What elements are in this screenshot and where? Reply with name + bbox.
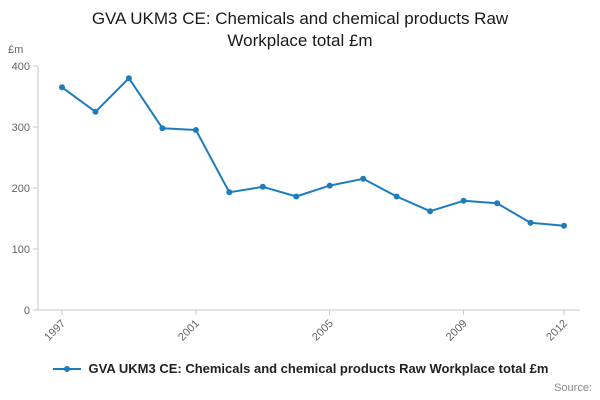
data-point [460, 197, 467, 204]
data-line [61, 77, 565, 227]
x-axis-ticks: 1997 2001 2005 2009 2012 [42, 310, 570, 343]
data-point [561, 222, 567, 229]
data-point [259, 183, 266, 190]
y-tick-label: 400 [12, 61, 30, 73]
axes [37, 66, 580, 311]
data-point [527, 219, 534, 226]
y-tick-label: 300 [12, 122, 30, 134]
data-points [59, 75, 567, 229]
x-tick-label: 1997 [42, 318, 68, 344]
legend-label: GVA UKM3 CE: Chemicals and chemical prod… [88, 361, 549, 376]
data-point [125, 75, 132, 82]
source-note: Source: [554, 382, 592, 394]
y-axis-ticks: 0 100 200 300 400 [12, 61, 38, 317]
data-point [293, 193, 300, 200]
chart-legend: GVA UKM3 CE: Chemicals and chemical prod… [0, 361, 600, 376]
x-tick-label: 2001 [176, 318, 202, 344]
x-tick-label: 2012 [544, 318, 570, 344]
data-point [159, 125, 166, 132]
y-tick-label: 200 [12, 183, 30, 195]
data-point [226, 189, 233, 196]
y-tick-label: 0 [24, 305, 30, 317]
chart-title: GVA UKM3 CE: Chemicals and chemical prod… [91, 9, 509, 51]
data-point [59, 84, 65, 91]
data-point [360, 175, 367, 182]
data-point [427, 208, 434, 215]
data-point [494, 200, 501, 207]
data-point [393, 193, 400, 200]
x-tick-label: 2005 [310, 318, 336, 344]
data-point [326, 182, 333, 189]
y-tick-label: 100 [12, 244, 30, 256]
x-tick-label: 2009 [444, 318, 470, 344]
line-chart: 0 100 200 300 400 1997 2001 2005 2009 2012 [12, 61, 580, 343]
y-axis-unit-label: £m [8, 44, 24, 56]
data-point [192, 127, 199, 133]
legend-line-marker-icon [52, 365, 81, 372]
data-point [92, 108, 99, 115]
